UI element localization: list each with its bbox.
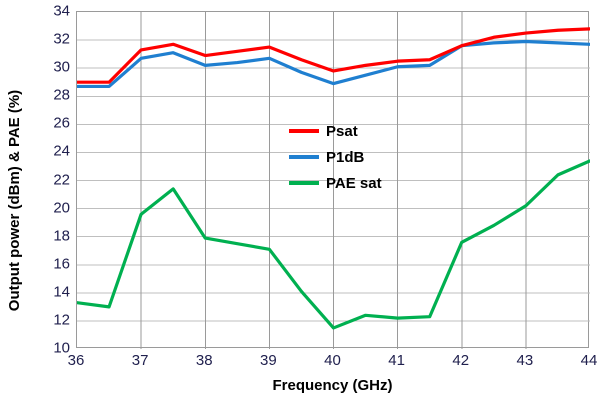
chart-legend: Psat P1dB PAE sat (289, 118, 414, 196)
series-line-pae-sat (77, 159, 590, 330)
x-tick-label: 37 (131, 352, 149, 369)
legend-label: PAE sat (326, 174, 382, 192)
legend-item-psat: Psat (289, 118, 414, 144)
y-tick-label: 14 (53, 283, 70, 301)
y-axis-title: Output power (dBm) & PAE (%) (5, 89, 23, 312)
x-tick-label: 44 (580, 352, 598, 369)
y-tick-label: 32 (53, 30, 70, 48)
legend-swatch-icon (289, 129, 319, 133)
y-tick-label: 26 (53, 114, 70, 132)
y-tick-label: 24 (53, 142, 70, 160)
y-tick-label: 28 (53, 86, 70, 104)
legend-item-p1db: P1dB (289, 144, 414, 170)
x-tick-label: 43 (516, 352, 534, 369)
x-tick-label: 42 (452, 352, 470, 369)
legend-swatch-icon (289, 181, 319, 185)
y-tick-label: 18 (53, 227, 70, 245)
y-tick-label: 10 (53, 339, 70, 357)
y-tick-label: 22 (53, 171, 70, 188)
x-tick-label: 40 (324, 352, 341, 369)
x-tick-label: 36 (67, 352, 85, 369)
legend-item-pae-sat: PAE sat (289, 170, 414, 196)
series-line-psat (77, 27, 590, 84)
x-tick-label: 41 (388, 352, 405, 369)
legend-swatch-icon (289, 155, 319, 159)
plot-area (76, 11, 590, 349)
legend-label: Psat (326, 122, 358, 140)
series-line-p1db (77, 39, 590, 89)
x-axis-title: Frequency (GHz) (272, 376, 393, 394)
legend-label: P1dB (326, 148, 365, 166)
x-tick-label: 39 (260, 352, 277, 369)
y-tick-label: 16 (53, 255, 70, 273)
x-tick-label: 38 (195, 352, 213, 369)
y-tick-label: 12 (53, 311, 70, 329)
data-series-lines (77, 27, 590, 330)
y-tick-label: 34 (53, 2, 70, 20)
y-tick-label: 20 (53, 199, 70, 217)
y-tick-label: 30 (53, 58, 70, 76)
